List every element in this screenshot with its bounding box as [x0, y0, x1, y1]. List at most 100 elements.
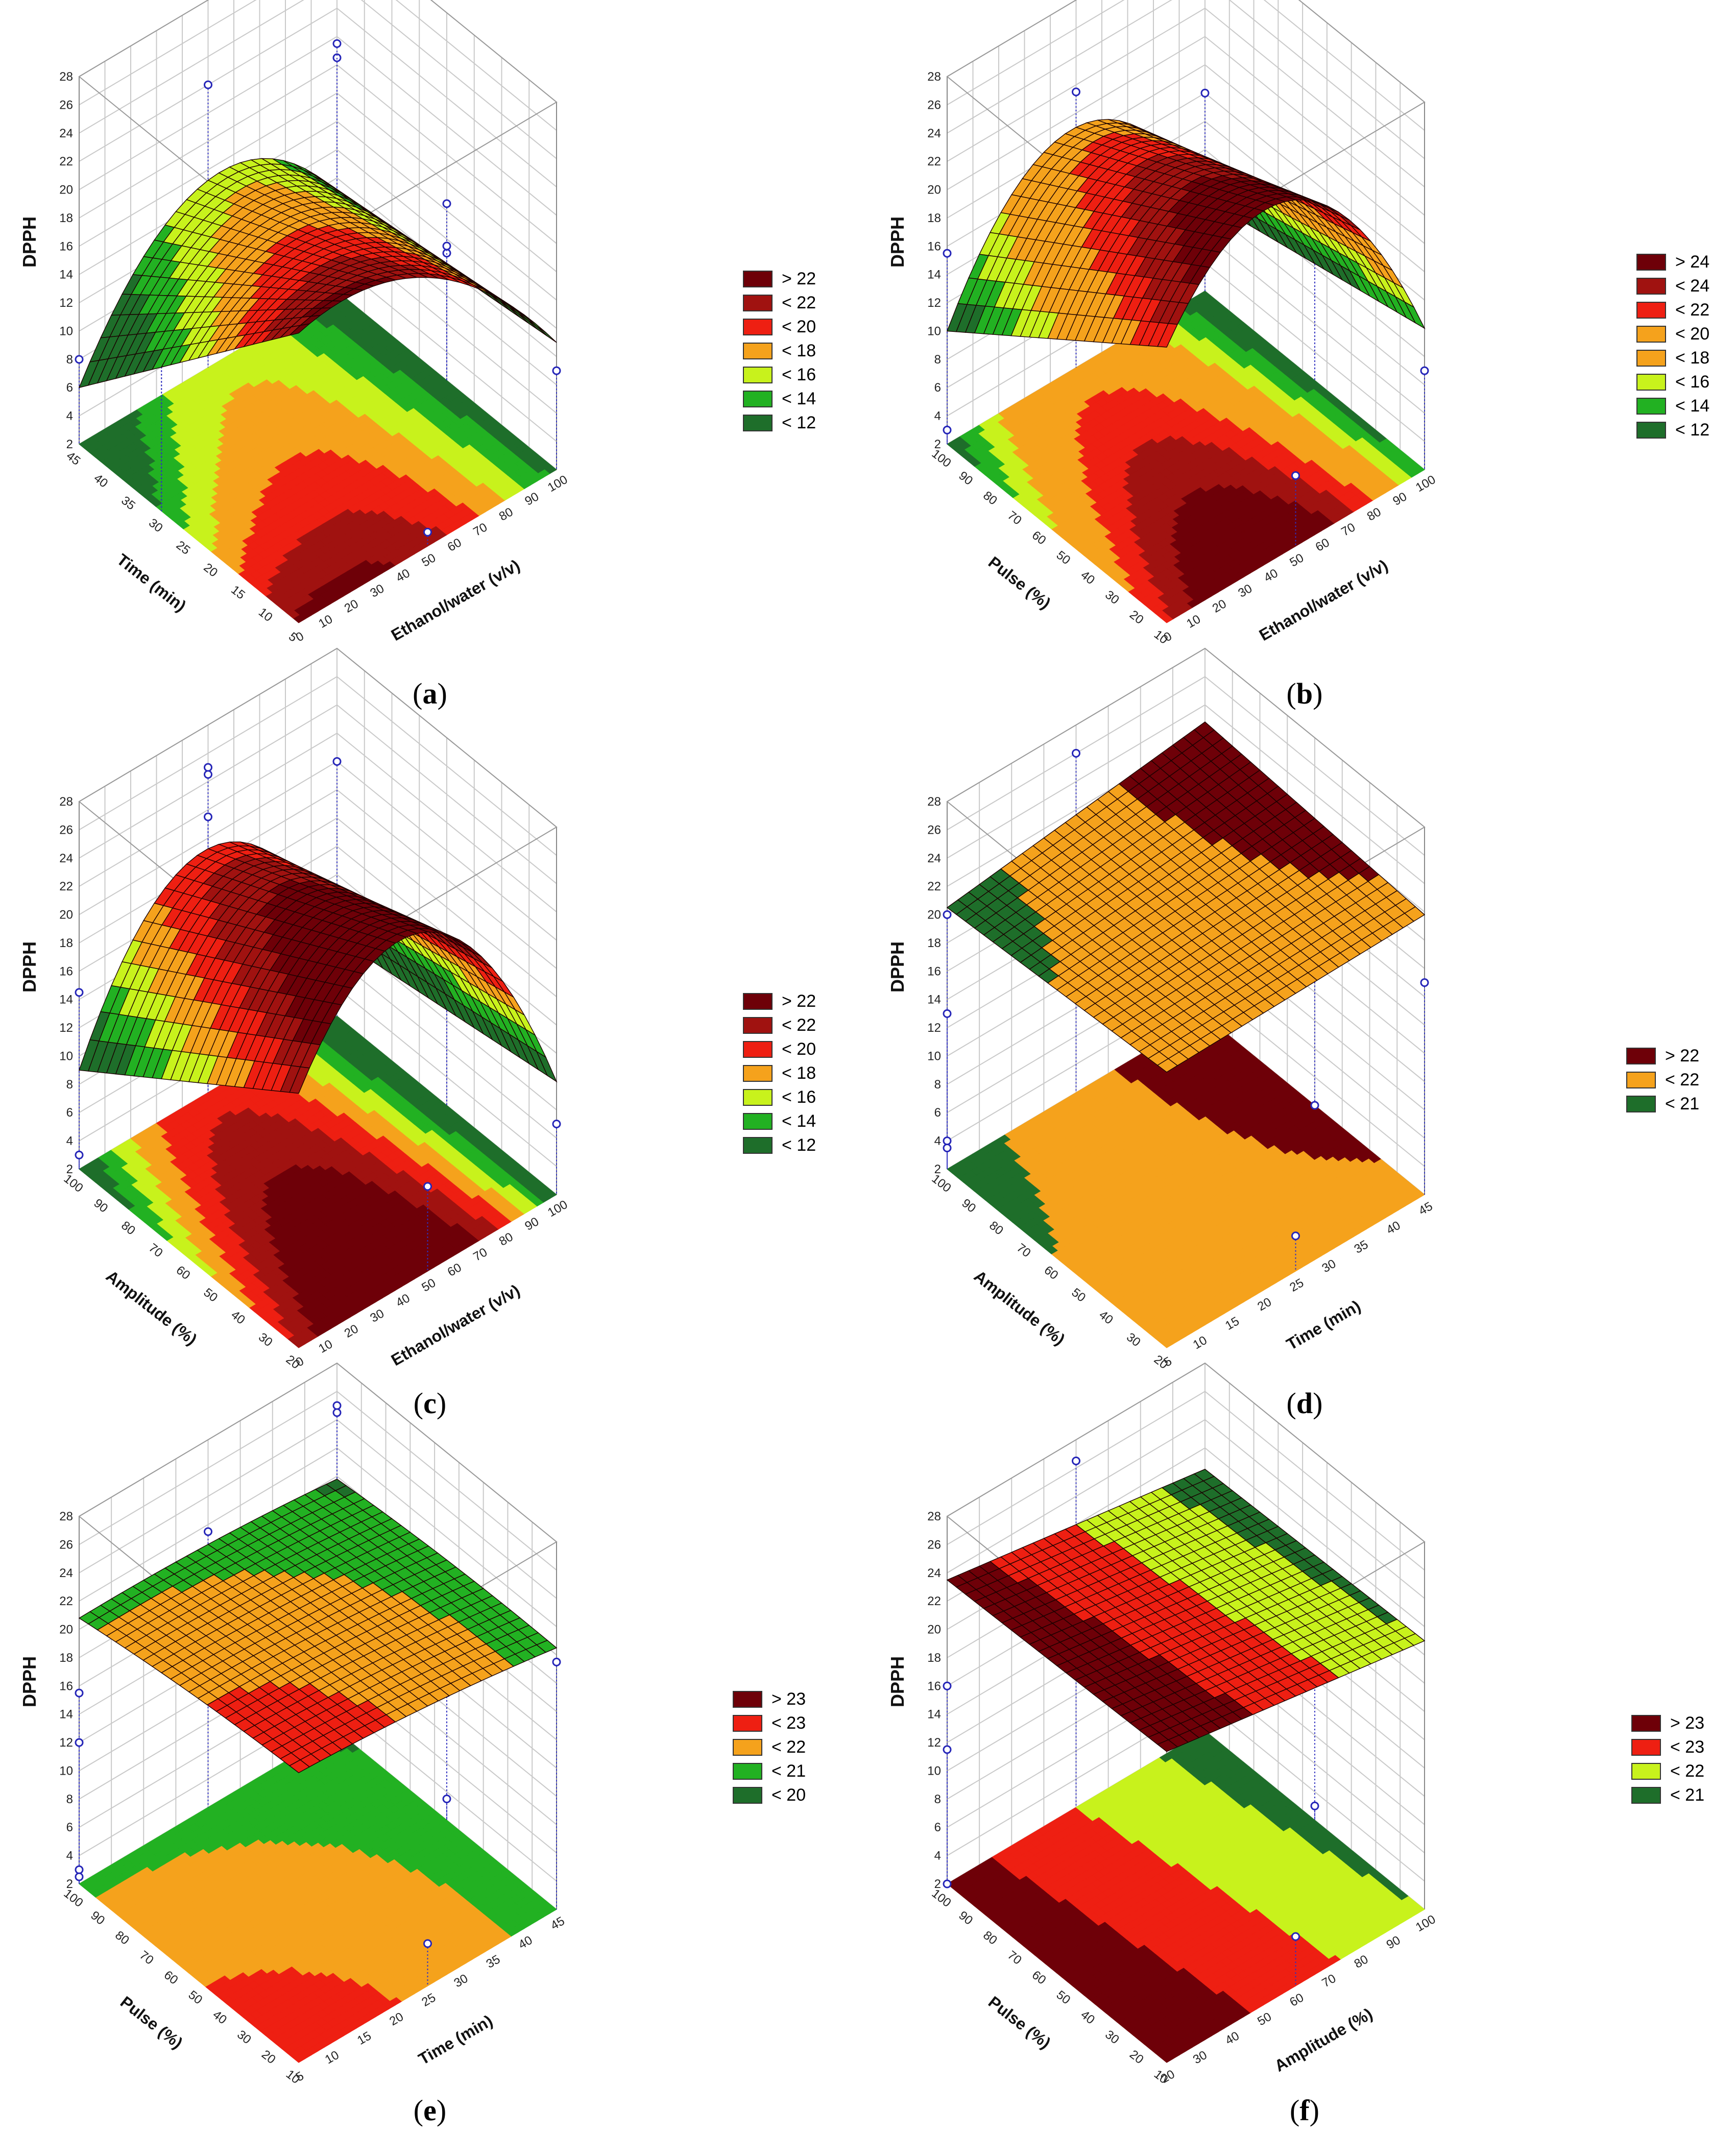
- data-point: [204, 1527, 212, 1536]
- legend-label: < 22: [782, 293, 816, 312]
- z-tick-label: 28: [927, 70, 941, 84]
- legend-swatch: [1631, 1715, 1661, 1732]
- legend-item: < 22: [1626, 1068, 1699, 1092]
- response-surface: [79, 841, 558, 1094]
- data-point: [332, 53, 342, 62]
- z-tick-label: 26: [927, 98, 941, 112]
- legend-swatch: [1636, 374, 1666, 391]
- data-point: [1072, 748, 1080, 758]
- y-tick-label: 80: [986, 1219, 1006, 1238]
- x-axis-label: Time (min): [1283, 1297, 1364, 1354]
- data-point: [75, 1688, 84, 1698]
- z-tick-label: 14: [927, 993, 941, 1007]
- legend-swatch: [1636, 254, 1666, 271]
- legend-swatch: [1626, 1096, 1656, 1112]
- data-point: [943, 1143, 952, 1152]
- y-tick-label: 70: [1014, 1241, 1033, 1260]
- y-tick-label: 30: [234, 2027, 254, 2047]
- legend-swatch: [743, 415, 773, 431]
- x-tick-label: 50: [419, 1276, 438, 1295]
- y-tick-label: 20: [259, 2047, 278, 2067]
- z-tick-label: 12: [59, 296, 73, 310]
- data-point: [1420, 366, 1429, 375]
- x-tick-label: 30: [452, 1972, 471, 1991]
- z-axis-label: DPPH: [19, 1656, 40, 1707]
- legend-item: < 23: [733, 1711, 806, 1735]
- legend-swatch: [743, 1113, 773, 1130]
- y-tick-label: 70: [1005, 508, 1024, 528]
- y-tick-label: 20: [1127, 2047, 1146, 2067]
- y-tick-label: 80: [112, 1928, 132, 1948]
- y-tick-label: 60: [1029, 528, 1049, 548]
- legend-swatch: [1636, 350, 1666, 367]
- legend-label: < 20: [782, 1039, 816, 1059]
- x-tick-label: 30: [368, 1306, 387, 1325]
- y-tick-label: 100: [61, 1172, 86, 1195]
- z-tick-label: 12: [927, 1021, 941, 1035]
- legend-label: < 14: [1675, 396, 1710, 416]
- x-tick-label: 50: [1255, 2010, 1274, 2029]
- z-tick-label: 6: [66, 381, 73, 395]
- x-tick-label: 10: [316, 1337, 335, 1356]
- x-tick-label: 15: [355, 2029, 374, 2048]
- x-tick-label: 70: [471, 520, 490, 539]
- x-tick-label: 90: [1384, 1933, 1403, 1952]
- z-tick-label: 8: [66, 1078, 73, 1092]
- z-tick-label: 22: [927, 1594, 941, 1608]
- legend-item: < 22: [733, 1735, 806, 1759]
- legend-c: > 22 < 22 < 20 < 18 < 16 < 14 < 12: [743, 989, 816, 1157]
- z-tick-label: 26: [59, 1538, 73, 1552]
- data-point: [423, 1182, 432, 1191]
- caption-e: (e): [413, 2094, 447, 2127]
- data-point: [552, 1120, 561, 1129]
- z-tick-label: 14: [927, 268, 941, 282]
- data-point: [332, 39, 342, 48]
- x-tick-label: 35: [1352, 1238, 1371, 1256]
- y-tick-label: 40: [228, 1308, 248, 1327]
- legend-item: < 16: [1636, 370, 1709, 394]
- z-tick-label: 10: [927, 1049, 941, 1063]
- data-point: [1200, 88, 1210, 98]
- data-point: [552, 366, 561, 375]
- z-tick-label: 18: [927, 1651, 941, 1665]
- legend-swatch: [743, 391, 773, 407]
- z-tick-label: 22: [927, 880, 941, 893]
- legend-item: < 18: [743, 339, 816, 363]
- data-point: [204, 763, 212, 772]
- x-tick-label: 30: [1320, 1257, 1339, 1276]
- legend-label: > 24: [1675, 252, 1710, 272]
- z-tick-label: 18: [927, 211, 941, 225]
- y-tick-label: 30: [146, 516, 165, 535]
- x-tick-label: 50: [419, 551, 438, 570]
- z-tick-label: 2: [934, 1877, 941, 1891]
- x-tick-label: 100: [1413, 473, 1438, 495]
- x-tick-label: 80: [1352, 1952, 1371, 1971]
- legend-item: < 20: [743, 315, 816, 339]
- caption-f: (f): [1290, 2094, 1319, 2127]
- data-point: [75, 1865, 84, 1874]
- z-tick-label: 28: [59, 70, 73, 84]
- legend-swatch: [743, 343, 773, 359]
- legend-label: < 23: [1670, 1737, 1705, 1757]
- data-point: [75, 1150, 84, 1159]
- legend-swatch: [743, 1041, 773, 1058]
- x-tick-label: 25: [419, 1991, 438, 2009]
- z-tick-label: 4: [934, 1134, 941, 1148]
- z-tick-label: 24: [59, 852, 73, 865]
- z-tick-label: 20: [927, 908, 941, 922]
- response-surface: [78, 158, 557, 389]
- legend-item: < 21: [1631, 1783, 1704, 1807]
- y-tick-label: 60: [174, 1263, 193, 1282]
- z-tick-label: 12: [59, 1736, 73, 1750]
- data-point: [1072, 1457, 1080, 1466]
- z-tick-label: 16: [927, 964, 941, 978]
- legend-label: < 21: [1670, 1785, 1705, 1805]
- data-point: [442, 241, 451, 251]
- y-tick-label: 100: [929, 1886, 954, 1910]
- z-tick-label: 18: [927, 936, 941, 950]
- y-tick-label: 60: [1029, 1968, 1049, 1988]
- data-point: [1291, 1231, 1300, 1241]
- y-tick-label: 35: [118, 494, 138, 513]
